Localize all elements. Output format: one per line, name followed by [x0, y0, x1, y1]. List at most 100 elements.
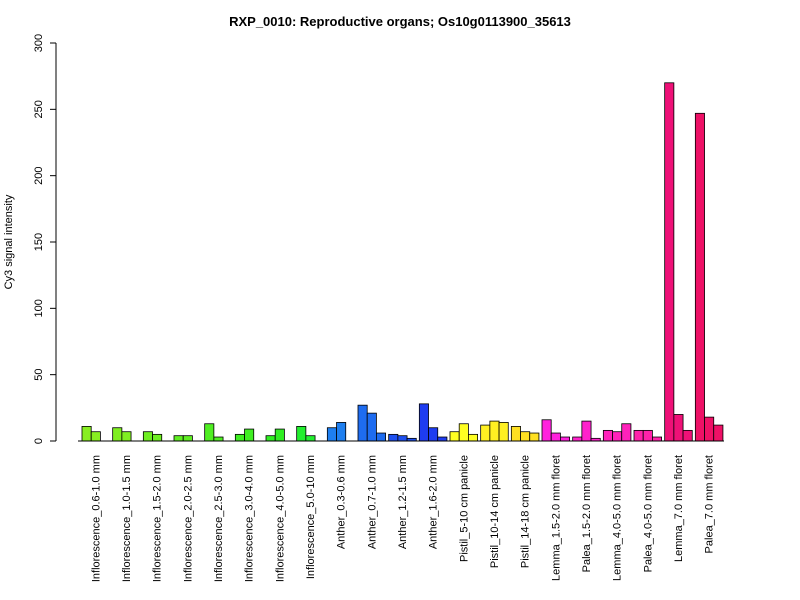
bar: [458, 423, 469, 442]
bar-group: [664, 82, 693, 442]
bar-group: [81, 426, 101, 442]
y-tick-label: 0: [33, 438, 45, 444]
bar: [510, 426, 521, 442]
bar: [121, 431, 132, 442]
bar: [296, 426, 307, 442]
category-label: Anther_0.7-1.0 mm: [366, 455, 378, 549]
bar: [366, 412, 377, 442]
bar: [652, 436, 663, 442]
y-tick-label: 250: [33, 100, 45, 118]
bar: [375, 432, 386, 442]
bar: [612, 431, 623, 442]
bar: [234, 433, 245, 442]
category-label: Inflorescence_1.0-1.5 mm: [121, 455, 133, 582]
chart-title: RXP_0010: Reproductive organs; Os10g0113…: [229, 14, 571, 29]
bar: [112, 427, 123, 442]
category-label: Inflorescence_2.5-3.0 mm: [213, 455, 225, 582]
bar-group: [388, 433, 417, 442]
bar: [90, 431, 101, 442]
bar-group: [204, 423, 224, 442]
category-label: Palea_1.5-2.0 mm floret: [581, 455, 593, 572]
category-label: Palea_4.0-5.0 mm floret: [642, 455, 654, 572]
bar: [550, 432, 561, 442]
bar: [336, 422, 347, 442]
bar: [397, 435, 408, 442]
bar: [173, 435, 184, 442]
bar-group: [296, 426, 316, 442]
bar: [498, 422, 509, 442]
bar-group: [449, 423, 478, 442]
bar: [213, 436, 224, 442]
bar: [664, 82, 675, 442]
y-tick-label: 50: [33, 369, 45, 381]
bar: [467, 433, 478, 442]
bar: [694, 112, 705, 442]
category-labels: Inflorescence_0.6-1.0 mm Inflorescence_1.…: [90, 455, 715, 582]
category-label: Lemma_4.0-5.0 mm floret: [612, 455, 624, 581]
bar: [489, 420, 500, 442]
bar-group: [173, 435, 193, 442]
bar: [305, 435, 316, 442]
bar: [357, 404, 368, 442]
bar-group: [357, 404, 386, 442]
bar-group: [112, 427, 132, 442]
bar-group: [234, 428, 255, 442]
bar: [642, 429, 653, 442]
bar: [581, 420, 592, 442]
bar-group: [326, 422, 347, 442]
bar: [182, 435, 193, 442]
bar: [428, 427, 439, 442]
y-tick-label: 150: [33, 233, 45, 251]
bar-group: [510, 426, 540, 442]
category-label: Pistil_5-10 cm panicle: [458, 455, 470, 562]
bar: [326, 427, 337, 442]
bar: [541, 419, 552, 442]
bar: [265, 435, 276, 442]
bar: [633, 429, 644, 442]
bar: [480, 424, 491, 442]
category-label: Lemma_1.5-2.0 mm floret: [550, 455, 562, 581]
bar: [704, 416, 715, 442]
category-label: Palea_7.0 mm floret: [704, 455, 716, 553]
bar: [388, 433, 399, 442]
bar-group: [142, 431, 163, 442]
bar: [713, 424, 724, 442]
bar: [621, 423, 632, 442]
bar-group: [633, 429, 663, 442]
bar-group: [480, 420, 509, 442]
y-axis-label: Cy3 signal intensity: [3, 194, 15, 289]
category-label: Inflorescence_2.0-2.5 mm: [182, 455, 194, 582]
category-label: Anther_1.6-2.0 mm: [428, 455, 440, 549]
bar-group: [694, 112, 724, 442]
bar: [520, 431, 531, 442]
y-tick-label: 300: [33, 34, 45, 52]
bar: [572, 436, 583, 442]
y-tick-label: 100: [33, 299, 45, 317]
bar-group: [602, 423, 632, 442]
bar: [244, 428, 255, 442]
bars: [81, 82, 724, 442]
category-label: Anther_0.3-0.6 mm: [336, 455, 348, 549]
category-label: Pistil_10-14 cm panicle: [489, 455, 501, 568]
bar-group: [265, 428, 285, 442]
y-tick-label: 200: [33, 166, 45, 184]
bar: [449, 431, 460, 442]
bar: [529, 432, 540, 442]
category-label: Pistil_14-18 cm panicle: [520, 455, 532, 568]
bar: [274, 428, 285, 442]
category-label: Inflorescence_4.0-5.0 mm: [274, 455, 286, 582]
bar: [142, 431, 153, 442]
bar: [437, 436, 448, 442]
y-axis: 0 50 100 150 200 250 300: [33, 34, 57, 444]
bar-group: [418, 403, 448, 442]
bar: [418, 403, 429, 442]
bar: [673, 414, 684, 442]
bar: [602, 429, 613, 442]
category-label: Inflorescence_5.0-10 mm: [305, 455, 317, 579]
bar: [682, 429, 693, 442]
bar-group: [572, 420, 601, 442]
bar: [204, 423, 215, 442]
bar: [152, 433, 163, 442]
category-label: Inflorescence_3.0-4.0 mm: [244, 455, 256, 582]
